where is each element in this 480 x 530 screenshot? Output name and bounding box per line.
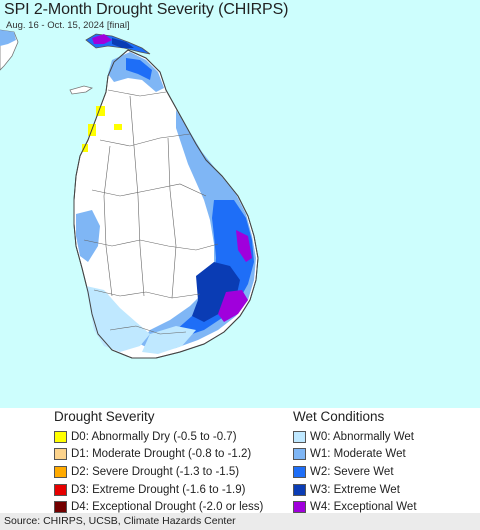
- legend-item-d1: D1: Moderate Drought (-0.8 to -1.2): [54, 446, 263, 464]
- east-extreme-wet: [192, 262, 240, 322]
- legend-label-w2: W2: Severe Wet: [310, 465, 394, 478]
- swatch-w3: [293, 483, 306, 496]
- legend-label-d0: D0: Abnormally Dry (-0.5 to -0.7): [71, 430, 237, 443]
- east-exceptional-wet: [218, 290, 248, 322]
- jaffna-exceptional-wet: [92, 34, 112, 44]
- legend-item-w0: W0: Abnormally Wet: [293, 428, 417, 446]
- mannar-island: [69, 85, 93, 95]
- swatch-w0: [293, 430, 306, 443]
- swatch-d0: [54, 430, 67, 443]
- wet-legend: Wet Conditions W0: Abnormally Wet W1: Mo…: [293, 408, 417, 516]
- west-moderate-wet: [76, 210, 100, 262]
- swatch-w4: [293, 501, 306, 514]
- southwest-abnormally-wet: [86, 286, 150, 352]
- jaffna-extreme-wet: [112, 38, 134, 48]
- swatch-d4: [54, 501, 67, 514]
- legend-item-d0: D0: Abnormally Dry (-0.5 to -0.7): [54, 428, 263, 446]
- swatch-d1: [54, 448, 67, 461]
- drought-patch-1: [96, 106, 105, 116]
- swatch-w1: [293, 448, 306, 461]
- legend-item-w3: W3: Extreme Wet: [293, 481, 417, 499]
- map-title: SPI 2-Month Drought Severity (CHIRPS): [4, 1, 289, 18]
- source-text: Source: CHIRPS, UCSB, Climate Hazards Ce…: [4, 515, 236, 527]
- legend-label-d4: D4: Exceptional Drought (-2.0 or less): [71, 501, 264, 514]
- district-boundaries: [83, 89, 219, 335]
- map-subtitle: Aug. 16 - Oct. 15, 2024 [final]: [6, 20, 130, 31]
- wet-heading: Wet Conditions: [293, 409, 385, 424]
- drought-patch-4: [82, 144, 88, 152]
- legend-item-d2: D2: Severe Drought (-1.3 to -1.5): [54, 463, 263, 481]
- island-outline: [73, 49, 259, 359]
- north-severe-wet: [126, 58, 152, 80]
- map-panel: SPI 2-Month Drought Severity (CHIRPS) Au…: [0, 0, 480, 408]
- drought-patch-3: [114, 124, 122, 130]
- legend-item-d4: D4: Exceptional Drought (-2.0 or less): [54, 498, 263, 516]
- legend-label-d3: D3: Extreme Drought (-1.6 to -1.9): [71, 483, 246, 496]
- legend-label-w0: W0: Abnormally Wet: [310, 430, 414, 443]
- legend-label-w4: W4: Exceptional Wet: [310, 501, 417, 514]
- drought-legend: Drought Severity D0: Abnormally Dry (-0.…: [54, 408, 263, 516]
- legend-label-d2: D2: Severe Drought (-1.3 to -1.5): [71, 465, 240, 478]
- swatch-w2: [293, 465, 306, 478]
- india-coast-wet: [0, 30, 16, 46]
- south-abnormally-wet: [142, 326, 196, 354]
- footer: Source: CHIRPS, UCSB, Climate Hazards Ce…: [0, 513, 480, 530]
- legend-label-w1: W1: Moderate Wet: [310, 448, 406, 461]
- swatch-d3: [54, 483, 67, 496]
- legend: Drought Severity D0: Abnormally Dry (-0.…: [0, 408, 480, 516]
- legend-item-w4: W4: Exceptional Wet: [293, 498, 417, 516]
- legend-label-d1: D1: Moderate Drought (-0.8 to -1.2): [71, 448, 252, 461]
- swatch-d2: [54, 465, 67, 478]
- drought-heading: Drought Severity: [54, 409, 155, 424]
- legend-item-d3: D3: Extreme Drought (-1.6 to -1.9): [54, 481, 263, 499]
- east-coast-exceptional-wet: [236, 230, 252, 262]
- legend-item-w2: W2: Severe Wet: [293, 463, 417, 481]
- legend-label-w3: W3: Extreme Wet: [310, 483, 400, 496]
- sri-lanka-map: [0, 29, 259, 359]
- legend-item-w1: W1: Moderate Wet: [293, 446, 417, 464]
